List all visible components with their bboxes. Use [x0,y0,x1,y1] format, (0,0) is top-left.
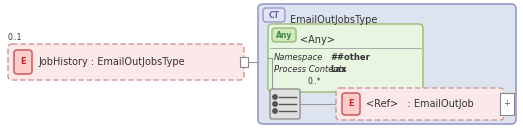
Circle shape [273,109,277,113]
Text: 0..1: 0..1 [8,33,22,42]
FancyBboxPatch shape [268,24,423,92]
Text: +: + [504,99,510,109]
Text: EmailOutJobsType: EmailOutJobsType [290,15,378,25]
FancyBboxPatch shape [263,8,285,22]
Text: <Ref>   : EmailOutJob: <Ref> : EmailOutJob [366,99,474,109]
FancyBboxPatch shape [336,88,504,120]
Text: Any: Any [276,30,292,40]
FancyBboxPatch shape [8,44,244,80]
Text: CT: CT [268,10,279,19]
Text: E: E [20,57,26,67]
FancyBboxPatch shape [270,89,300,119]
Text: Namespace: Namespace [274,54,323,62]
Text: E: E [348,99,354,109]
Text: Process Contents: Process Contents [274,66,346,74]
Text: ##other: ##other [330,54,370,62]
Text: <Any>: <Any> [300,35,335,45]
Circle shape [273,102,277,106]
FancyBboxPatch shape [272,28,296,42]
FancyBboxPatch shape [14,50,32,74]
Circle shape [273,95,277,99]
Text: JobHistory : EmailOutJobsType: JobHistory : EmailOutJobsType [38,57,185,67]
FancyBboxPatch shape [258,4,516,124]
Text: 0..*: 0..* [308,77,322,86]
Bar [240,57,248,67]
Text: Lax: Lax [330,66,346,74]
Bar [500,93,514,115]
FancyBboxPatch shape [342,93,360,115]
